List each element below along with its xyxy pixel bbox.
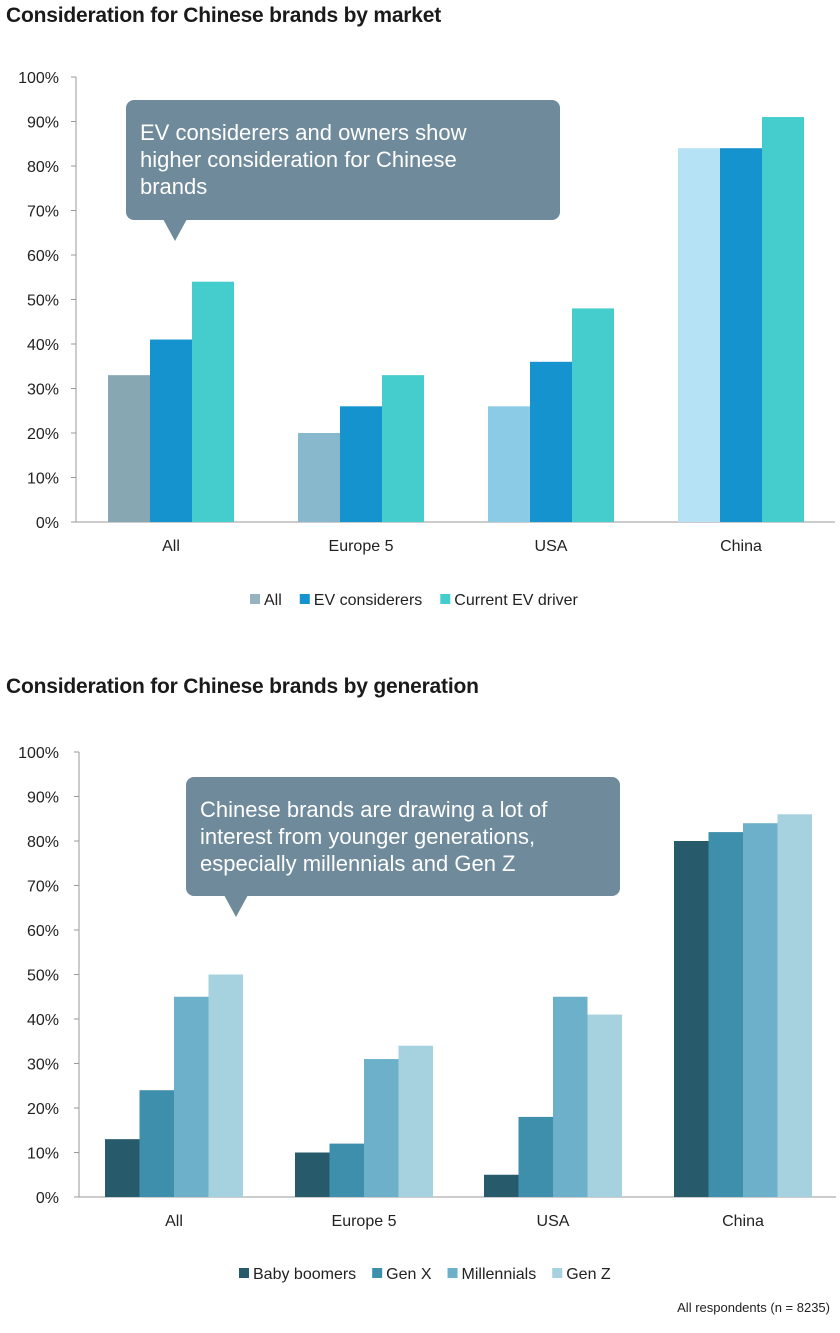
legend-swatch	[239, 1268, 249, 1278]
bar-ev-considerers-usa	[530, 361, 572, 522]
x-tick-label: China	[720, 538, 762, 555]
y-tick-label: 30%	[27, 1057, 59, 1074]
x-tick-label: USA	[535, 538, 568, 555]
x-tick-label: Europe 5	[329, 538, 394, 555]
bar-gen-z-usa	[587, 1014, 622, 1197]
annotation-text: especially millennials and Gen Z	[200, 851, 516, 876]
chart-title-generation: Consideration for Chinese brands by gene…	[6, 675, 479, 698]
market-chart: 0% 10% 20% 30% 40% 50% 60% 70% 80% 90% 100% All Euro…	[18, 70, 835, 609]
x-tick-label: Europe 5	[332, 1213, 397, 1230]
annotation-callout	[126, 100, 560, 220]
legend-label: Millennials	[462, 1266, 537, 1283]
bar-gen-z-europe-5	[398, 1045, 433, 1197]
x-tick-label: USA	[537, 1213, 570, 1230]
bar-current-ev-driver-usa	[572, 308, 614, 522]
legend-label: Baby boomers	[253, 1266, 356, 1283]
y-tick-label: 10%	[27, 1146, 59, 1163]
annotation-text: brands	[140, 174, 207, 199]
y-tick-label: 80%	[27, 159, 59, 176]
y-tick-label: 90%	[27, 790, 59, 807]
legend-swatch	[250, 594, 260, 604]
annotation-pointer	[163, 219, 187, 241]
bar-ev-considerers-europe-5	[340, 406, 382, 522]
legend-swatch	[447, 1268, 458, 1278]
x-tick-label: All	[162, 538, 180, 555]
chart-title-market: Consideration for Chinese brands by mark…	[6, 4, 442, 27]
annotation-text: Chinese brands are drawing a lot of	[200, 797, 548, 822]
bar-millennials-europe-5	[364, 1059, 399, 1197]
legend-label: Gen Z	[566, 1266, 611, 1283]
legend-label: Current EV driver	[454, 592, 578, 609]
bar-gen-z-china	[777, 814, 812, 1197]
y-tick-label: 80%	[27, 834, 59, 851]
y-tick-label: 60%	[27, 923, 59, 940]
y-tick-label: 70%	[27, 879, 59, 896]
bar-gen-x-all	[139, 1090, 174, 1197]
bar-all-europe-5	[298, 433, 340, 522]
bar-current-ev-driver-all	[192, 281, 234, 522]
y-tick-label: 20%	[27, 426, 59, 443]
annotation-pointer	[224, 895, 248, 917]
y-tick-label: 40%	[27, 337, 59, 354]
y-tick-label: 0%	[36, 515, 59, 532]
annotation-callout	[186, 777, 620, 896]
y-tick-label: 10%	[27, 471, 59, 488]
y-tick-label: 0%	[36, 1190, 59, 1207]
bar-all-china	[678, 148, 720, 522]
y-tick-label: 40%	[27, 1012, 59, 1029]
y-tick-label: 100%	[18, 70, 59, 87]
bar-baby-boomers-usa	[484, 1174, 519, 1197]
y-tick-label: 20%	[27, 1101, 59, 1118]
bar-all-all	[108, 375, 150, 522]
y-tick-label: 30%	[27, 382, 59, 399]
y-tick-label: 70%	[27, 204, 59, 221]
bar-all-usa	[488, 406, 530, 522]
bar-gen-x-china	[708, 832, 743, 1197]
legend-swatch	[299, 594, 310, 604]
annotation-text: higher consideration for Chinese	[140, 147, 457, 172]
legend-swatch	[372, 1268, 383, 1278]
legend-swatch	[440, 594, 451, 604]
y-tick-label: 50%	[27, 293, 59, 310]
bar-millennials-china	[743, 823, 778, 1197]
bar-baby-boomers-all	[105, 1139, 140, 1197]
bar-gen-z-all	[208, 974, 243, 1197]
bar-current-ev-driver-china	[762, 117, 804, 523]
bar-millennials-usa	[553, 996, 588, 1197]
footnote: All respondents (n = 8235)	[677, 1300, 830, 1315]
legend-swatch	[552, 1268, 563, 1278]
bar-baby-boomers-china	[674, 841, 709, 1197]
bar-ev-considerers-china	[720, 148, 762, 522]
annotation-text: EV considerers and owners show	[140, 120, 467, 145]
bar-baby-boomers-europe-5	[295, 1152, 330, 1197]
annotation-text: interest from younger generations,	[200, 824, 535, 849]
legend-label: All	[264, 592, 282, 609]
x-tick-label: All	[165, 1213, 183, 1230]
legend-label: EV considerers	[314, 592, 423, 609]
y-tick-label: 100%	[18, 745, 59, 762]
bar-gen-x-usa	[518, 1116, 553, 1197]
y-tick-label: 90%	[27, 115, 59, 132]
y-tick-label: 60%	[27, 248, 59, 265]
bar-ev-considerers-all	[150, 339, 192, 522]
y-tick-label: 50%	[27, 968, 59, 985]
legend-label: Gen X	[386, 1266, 432, 1283]
bar-millennials-all	[174, 996, 209, 1197]
bar-current-ev-driver-europe-5	[382, 375, 424, 522]
bar-gen-x-europe-5	[329, 1143, 364, 1197]
x-tick-label: China	[722, 1213, 764, 1230]
